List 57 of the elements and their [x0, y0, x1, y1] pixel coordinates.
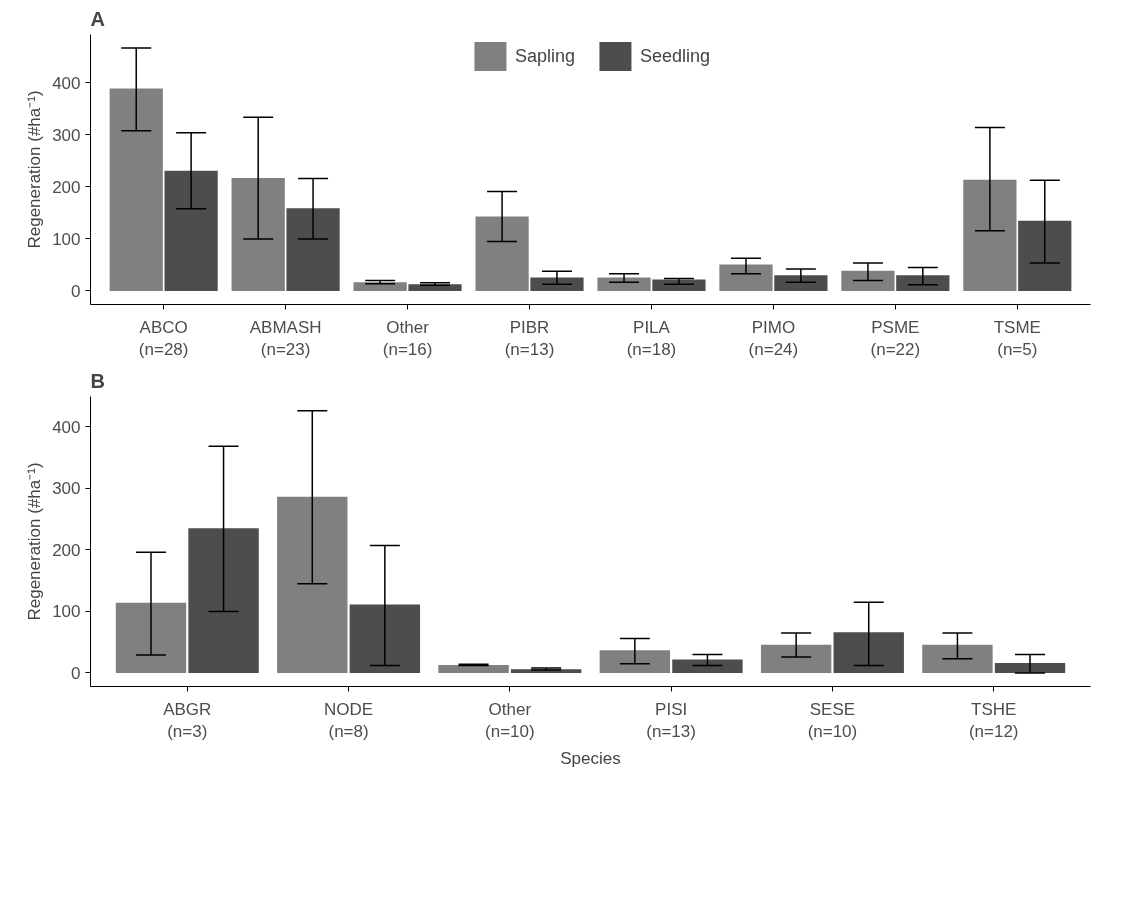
- bar: [719, 264, 773, 291]
- y-tick-label: 300: [52, 125, 81, 145]
- x-tick-label: ABMASH (n=23): [249, 317, 322, 360]
- x-tick-label: SESE (n=10): [807, 699, 858, 742]
- x-tick-label: PSME (n=22): [870, 317, 921, 360]
- y-tick-label: 0: [71, 281, 81, 301]
- x-tick-label: Other (n=10): [485, 699, 535, 742]
- y-axis-title: Regeneration (#ha⁻¹): [25, 90, 45, 249]
- bar: [438, 664, 509, 673]
- bar: [286, 208, 340, 291]
- bar: [760, 644, 832, 673]
- bar: [277, 496, 348, 673]
- bar: [963, 179, 1017, 291]
- bar: [994, 663, 1066, 673]
- bar: [349, 604, 421, 673]
- bar: [231, 178, 285, 291]
- bar: [475, 216, 529, 291]
- x-tick-label: PISI (n=13): [646, 699, 696, 742]
- y-tick-label: 300: [52, 479, 81, 499]
- legend-label: Seedling: [639, 44, 711, 68]
- y-tick-label: 200: [52, 540, 81, 560]
- x-tick-label: Other (n=16): [382, 317, 433, 360]
- bar: [672, 659, 743, 673]
- y-axis-title: Regeneration (#ha⁻¹): [25, 462, 45, 621]
- bar: [188, 528, 259, 673]
- x-tick-label: TSHE (n=12): [968, 699, 1019, 742]
- x-tick-label: PILA (n=18): [626, 317, 677, 360]
- x-tick-label: TSME (n=5): [993, 317, 1041, 360]
- x-tick-label: PIMO (n=24): [748, 317, 799, 360]
- bar: [109, 88, 163, 291]
- y-tick-label: 400: [52, 73, 81, 93]
- bar: [353, 282, 407, 291]
- bar: [115, 602, 187, 673]
- bar: [408, 284, 462, 291]
- x-tick-label: ABGR (n=3): [163, 699, 212, 742]
- bar: [896, 275, 950, 291]
- chart-title: B: [90, 369, 105, 392]
- x-tick-label: PIBR (n=13): [504, 317, 555, 360]
- legend-label: Sapling: [514, 44, 575, 68]
- y-tick-label: 200: [52, 177, 81, 197]
- bar: [1018, 220, 1072, 291]
- bar: [833, 632, 904, 673]
- x-tick-label: ABCO (n=28): [138, 317, 189, 360]
- bar: [599, 650, 671, 673]
- bar: [164, 170, 218, 291]
- bar: [922, 644, 993, 673]
- x-axis-title: Species: [560, 749, 621, 769]
- y-tick-label: 100: [52, 229, 81, 249]
- y-tick-label: 400: [52, 417, 81, 437]
- bar: [530, 277, 584, 291]
- bar: [597, 277, 651, 291]
- y-tick-label: 0: [71, 663, 81, 683]
- chart-title: A: [90, 7, 105, 30]
- bar: [774, 275, 828, 291]
- bar: [841, 270, 895, 291]
- y-tick-label: 100: [52, 602, 81, 622]
- x-tick-label: NODE (n=8): [324, 699, 374, 742]
